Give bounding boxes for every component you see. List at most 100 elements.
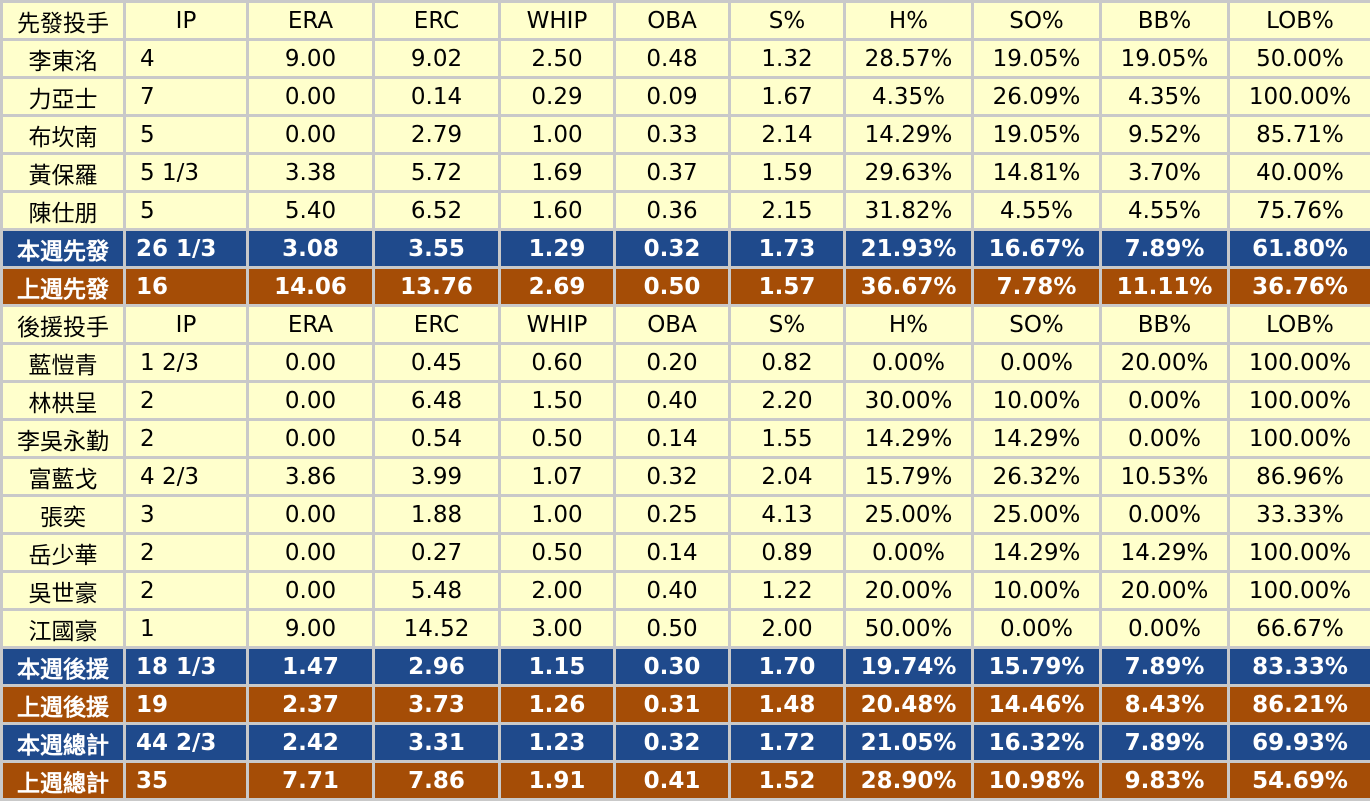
- player-row: 布坎南 5 0.00 2.79 1.00 0.33 2.14 14.29% 19.05% 9.52…: [3, 117, 1370, 152]
- summary-stat-cell: 26 1/3: [126, 231, 246, 266]
- stat-cell: 0.36: [616, 193, 728, 228]
- player-name: 李東洺: [3, 41, 123, 76]
- stat-cell: 0.00%: [1102, 611, 1227, 646]
- stat-cell: 2.50: [501, 41, 613, 76]
- summary-label: 上週後援: [3, 687, 123, 722]
- section-header-label: 先發投手: [3, 3, 123, 38]
- stat-cell: 50.00%: [846, 611, 971, 646]
- stat-cell: 9.00: [249, 41, 372, 76]
- summary-stat-cell: 0.50: [616, 269, 728, 304]
- summary-label: 本週總計: [3, 725, 123, 760]
- stat-cell: 0.00: [249, 345, 372, 380]
- stat-cell: 0.40: [616, 573, 728, 608]
- column-header-7: SO%: [974, 3, 1099, 38]
- summary-stat-cell: 1.73: [731, 231, 843, 266]
- section-header-row: 後援投手 IP ERA ERC WHIP OBA S% H% SO% BB% LOB%: [3, 307, 1370, 342]
- stat-cell: 29.63%: [846, 155, 971, 190]
- column-header-4: OBA: [616, 307, 728, 342]
- summary-stat-cell: 2.37: [249, 687, 372, 722]
- last-week-summary-row: 上週後援 19 2.37 3.73 1.26 0.31 1.48 20.48% 14.46% 8.…: [3, 687, 1370, 722]
- stat-cell: 1.07: [501, 459, 613, 494]
- stat-cell: 1.55: [731, 421, 843, 456]
- stat-cell: 0.20: [616, 345, 728, 380]
- stat-cell: 3.99: [375, 459, 498, 494]
- stat-cell: 5.72: [375, 155, 498, 190]
- stat-cell: 5: [126, 117, 246, 152]
- stat-cell: 4.35%: [1102, 79, 1227, 114]
- player-row: 岳少華 2 0.00 0.27 0.50 0.14 0.89 0.00% 14.29% 14.29…: [3, 535, 1370, 570]
- column-header-7: SO%: [974, 307, 1099, 342]
- stat-cell: 19.05%: [1102, 41, 1227, 76]
- stat-cell: 5.40: [249, 193, 372, 228]
- stat-cell: 3: [126, 497, 246, 532]
- summary-stat-cell: 15.79%: [974, 649, 1099, 684]
- player-name: 富藍戈: [3, 459, 123, 494]
- player-row: 力亞士 7 0.00 0.14 0.29 0.09 1.67 4.35% 26.09% 4.35%…: [3, 79, 1370, 114]
- player-row: 張奕 3 0.00 1.88 1.00 0.25 4.13 25.00% 25.00% 0.00%…: [3, 497, 1370, 532]
- stat-cell: 1.32: [731, 41, 843, 76]
- stat-cell: 0.00: [249, 421, 372, 456]
- stat-cell: 7: [126, 79, 246, 114]
- summary-stat-cell: 61.80%: [1230, 231, 1370, 266]
- stat-cell: 4: [126, 41, 246, 76]
- summary-stat-cell: 7.78%: [974, 269, 1099, 304]
- column-header-8: BB%: [1102, 307, 1227, 342]
- stat-cell: 100.00%: [1230, 535, 1370, 570]
- summary-label: 上週總計: [3, 763, 123, 798]
- column-header-6: H%: [846, 307, 971, 342]
- summary-stat-cell: 3.08: [249, 231, 372, 266]
- summary-stat-cell: 16: [126, 269, 246, 304]
- summary-stat-cell: 9.83%: [1102, 763, 1227, 798]
- player-name: 李吳永勤: [3, 421, 123, 456]
- stat-cell: 1.00: [501, 117, 613, 152]
- player-row: 李東洺 4 9.00 9.02 2.50 0.48 1.32 28.57% 19.05% 19.0…: [3, 41, 1370, 76]
- summary-stat-cell: 7.89%: [1102, 725, 1227, 760]
- stat-cell: 19.05%: [974, 117, 1099, 152]
- player-row: 富藍戈 4 2/3 3.86 3.99 1.07 0.32 2.04 15.79% 26.32%…: [3, 459, 1370, 494]
- this-week-summary-row: 本週後援 18 1/3 1.47 2.96 1.15 0.30 1.70 19.74% 15.7…: [3, 649, 1370, 684]
- stat-cell: 14.29%: [974, 535, 1099, 570]
- stat-cell: 0.00%: [974, 611, 1099, 646]
- stat-cell: 2.04: [731, 459, 843, 494]
- summary-stat-cell: 1.52: [731, 763, 843, 798]
- stat-cell: 14.29%: [974, 421, 1099, 456]
- stat-cell: 0.00: [249, 79, 372, 114]
- stat-cell: 2.15: [731, 193, 843, 228]
- summary-stat-cell: 2.96: [375, 649, 498, 684]
- player-row: 江國豪 1 9.00 14.52 3.00 0.50 2.00 50.00% 0.00% 0.00…: [3, 611, 1370, 646]
- summary-stat-cell: 10.98%: [974, 763, 1099, 798]
- stat-cell: 6.48: [375, 383, 498, 418]
- column-header-2: ERC: [375, 3, 498, 38]
- summary-label: 上週先發: [3, 269, 123, 304]
- summary-stat-cell: 7.89%: [1102, 649, 1227, 684]
- column-header-2: ERC: [375, 307, 498, 342]
- player-row: 陳仕朋 5 5.40 6.52 1.60 0.36 2.15 31.82% 4.55% 4.55%…: [3, 193, 1370, 228]
- stat-cell: 3.70%: [1102, 155, 1227, 190]
- summary-stat-cell: 1.47: [249, 649, 372, 684]
- stat-cell: 66.67%: [1230, 611, 1370, 646]
- stat-cell: 5: [126, 193, 246, 228]
- stat-cell: 0.45: [375, 345, 498, 380]
- stat-cell: 0.00%: [846, 535, 971, 570]
- stat-cell: 10.00%: [974, 383, 1099, 418]
- stat-cell: 0.00%: [846, 345, 971, 380]
- stat-cell: 0.00: [249, 573, 372, 608]
- stat-cell: 14.81%: [974, 155, 1099, 190]
- player-row: 黃保羅 5 1/3 3.38 5.72 1.69 0.37 1.59 29.63% 14.81%…: [3, 155, 1370, 190]
- stat-cell: 4.55%: [1102, 193, 1227, 228]
- summary-stat-cell: 19: [126, 687, 246, 722]
- last-week-summary-row: 上週總計 35 7.71 7.86 1.91 0.41 1.52 28.90% 10.98% 9.…: [3, 763, 1370, 798]
- stat-cell: 20.00%: [846, 573, 971, 608]
- summary-stat-cell: 2.42: [249, 725, 372, 760]
- stat-cell: 1.69: [501, 155, 613, 190]
- summary-stat-cell: 83.33%: [1230, 649, 1370, 684]
- stat-cell: 0.25: [616, 497, 728, 532]
- this-week-summary-row: 本週總計 44 2/3 2.42 3.31 1.23 0.32 1.72 21.05% 16.3…: [3, 725, 1370, 760]
- section-header-label: 後援投手: [3, 307, 123, 342]
- stat-cell: 4.13: [731, 497, 843, 532]
- summary-stat-cell: 18 1/3: [126, 649, 246, 684]
- player-name: 黃保羅: [3, 155, 123, 190]
- summary-stat-cell: 1.57: [731, 269, 843, 304]
- stat-cell: 0.32: [616, 459, 728, 494]
